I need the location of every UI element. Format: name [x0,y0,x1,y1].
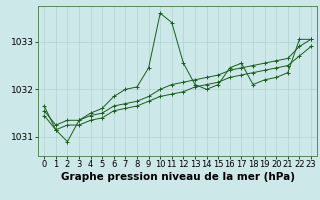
X-axis label: Graphe pression niveau de la mer (hPa): Graphe pression niveau de la mer (hPa) [60,172,295,182]
